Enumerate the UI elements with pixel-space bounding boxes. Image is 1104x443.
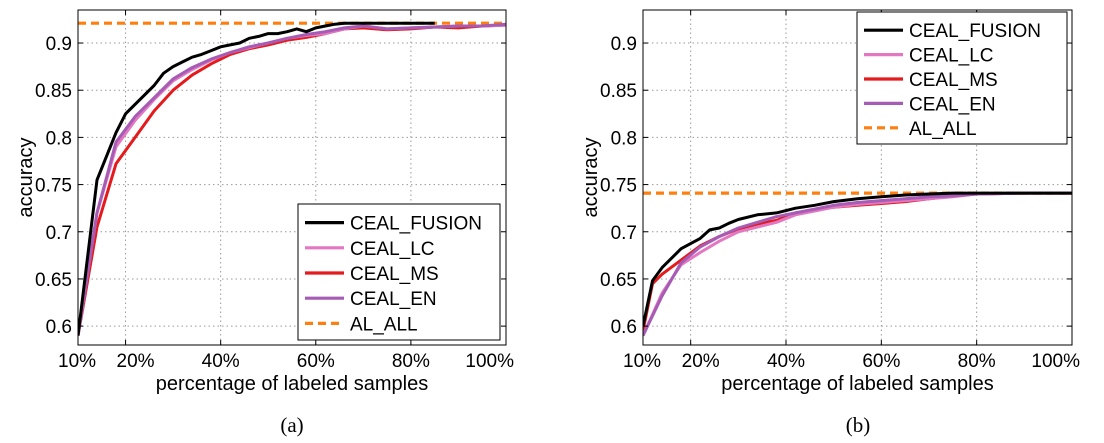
legend-label: CEAL_FUSION xyxy=(350,214,482,235)
legend-label: CEAL_LC xyxy=(350,239,435,260)
x-tick-label: 100% xyxy=(465,351,514,372)
series-group xyxy=(78,21,506,336)
y-tick-label: 0.75 xyxy=(600,176,637,197)
panel-caption: (a) xyxy=(280,413,303,437)
panel-caption: (b) xyxy=(846,413,871,437)
series-line-ceal-en xyxy=(78,22,506,336)
series-line-ceal-en xyxy=(643,191,1072,337)
legend-label: CEAL_FUSION xyxy=(909,21,1041,42)
y-tick-label: 0.7 xyxy=(611,223,637,244)
x-tick-label: 40% xyxy=(202,351,240,372)
legend-label: CEAL_EN xyxy=(350,289,437,310)
legend-label: CEAL_LC xyxy=(909,46,994,67)
x-tick-label: 100% xyxy=(1031,351,1080,372)
y-tick-label: 0.8 xyxy=(46,128,72,149)
y-tick-label: 0.85 xyxy=(35,81,72,102)
x-tick-label: 20% xyxy=(682,351,720,372)
series-line-ceal-fusion xyxy=(78,21,435,336)
y-tick-label: 0.6 xyxy=(611,317,637,338)
y-axis-label: accuracy xyxy=(15,137,37,217)
y-tick-label: 0.7 xyxy=(46,223,72,244)
axes-frame xyxy=(642,9,1073,346)
chart-panel-b: 10% 20% 40% 60% 80% 100% 0.6 0.65 0.7 0.75 0.8 0.85… xyxy=(580,9,1080,437)
x-axis-label: percentage of labeled samples xyxy=(721,373,993,395)
y-axis-label: accuracy xyxy=(580,137,602,217)
x-axis-label: percentage of labeled samples xyxy=(156,373,428,395)
y-tick-label: 0.6 xyxy=(46,317,72,338)
x-tick-label: 10% xyxy=(623,351,661,372)
y-tick-label: 0.85 xyxy=(600,81,637,102)
series-line-ceal-lc xyxy=(643,191,1072,337)
legend-label: CEAL_MS xyxy=(909,70,998,91)
chart-panel-a: 10% 20% 40% 60% 80% 100% 0.6 0.65 0.7 0.75 0.8 0.85… xyxy=(15,9,514,437)
y-tick-label: 0.9 xyxy=(611,34,637,55)
x-tick-label: 60% xyxy=(297,351,335,372)
series-line-ceal-ms xyxy=(643,191,1072,332)
legend-label: CEAL_EN xyxy=(909,94,996,115)
series-group xyxy=(643,191,1072,337)
y-tick-label: 0.65 xyxy=(35,270,72,291)
legend: CEAL_FUSION CEAL_LC CEAL_MS CEAL_EN AL_ALL xyxy=(856,11,1068,145)
legend-label: AL_ALL xyxy=(909,119,977,140)
legend-label: CEAL_MS xyxy=(350,264,439,285)
x-tick-label: 10% xyxy=(58,351,96,372)
x-tick-label: 80% xyxy=(958,351,996,372)
x-tick-label: 40% xyxy=(767,351,805,372)
legend-label: AL_ALL xyxy=(350,314,418,335)
y-tick-label: 0.65 xyxy=(600,270,637,291)
y-tick-label: 0.8 xyxy=(611,128,637,149)
axes-frame xyxy=(77,9,507,346)
y-tick-label: 0.9 xyxy=(46,34,72,55)
x-tick-label: 80% xyxy=(392,351,430,372)
x-tick-label: 60% xyxy=(862,351,900,372)
series-line-ceal-fusion xyxy=(643,191,1072,327)
legend: CEAL_FUSION CEAL_LC CEAL_MS CEAL_EN AL_ALL xyxy=(297,203,501,341)
y-tick-label: 0.75 xyxy=(35,176,72,197)
x-tick-label: 20% xyxy=(117,351,155,372)
